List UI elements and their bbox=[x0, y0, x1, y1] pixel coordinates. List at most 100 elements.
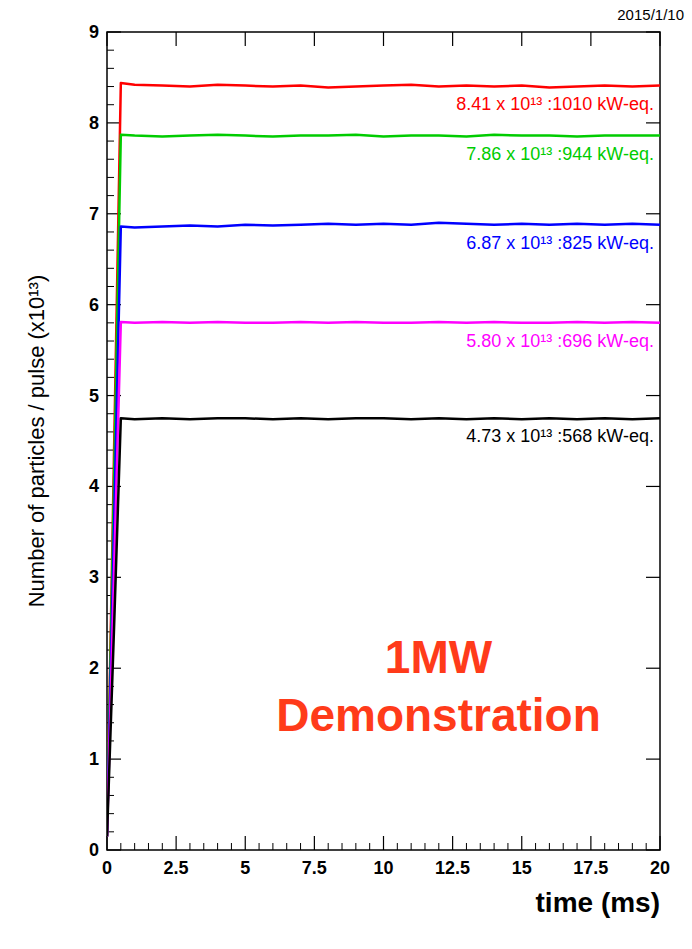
y-tick-label: 4 bbox=[89, 476, 99, 496]
x-minor-tick bbox=[120, 843, 121, 850]
series-line bbox=[107, 322, 660, 836]
x-tick-label: 0 bbox=[102, 858, 112, 878]
series-line bbox=[107, 135, 660, 837]
x-minor-tick bbox=[342, 843, 343, 850]
x-tick-top bbox=[521, 32, 522, 46]
x-minor-tick bbox=[577, 843, 578, 850]
x-tick-label: 12.5 bbox=[435, 858, 470, 878]
y-tick bbox=[107, 849, 121, 850]
x-minor-tick bbox=[286, 843, 287, 850]
date-stamp: 2015/1/10 bbox=[617, 6, 684, 23]
x-tick bbox=[245, 836, 246, 850]
x-tick bbox=[106, 836, 107, 850]
y-minor-tick bbox=[107, 286, 114, 287]
y-minor-tick bbox=[107, 231, 114, 232]
x-tick-label: 20 bbox=[650, 858, 670, 878]
y-tick-right bbox=[646, 31, 660, 32]
x-minor-tick bbox=[259, 843, 260, 850]
x-tick-top bbox=[314, 32, 315, 46]
y-minor-tick bbox=[107, 50, 114, 51]
series-label: 7.86 x 10¹³ :944 kW-eq. bbox=[466, 144, 654, 164]
x-minor-tick bbox=[535, 843, 536, 850]
y-tick-right bbox=[646, 849, 660, 850]
x-minor-tick bbox=[355, 843, 356, 850]
y-minor-tick bbox=[107, 68, 114, 69]
x-tick-label: 2.5 bbox=[164, 858, 189, 878]
x-tick bbox=[590, 836, 591, 850]
x-minor-tick bbox=[148, 843, 149, 850]
x-tick-label: 17.5 bbox=[573, 858, 608, 878]
y-tick-right bbox=[646, 577, 660, 578]
x-tick-label: 7.5 bbox=[302, 858, 327, 878]
x-tick-top bbox=[106, 32, 107, 46]
y-tick-label: 8 bbox=[89, 113, 99, 133]
y-tick-right bbox=[646, 304, 660, 305]
x-minor-tick bbox=[549, 843, 550, 850]
y-minor-tick bbox=[107, 377, 114, 378]
y-tick-label: 3 bbox=[89, 567, 99, 587]
x-minor-tick bbox=[494, 843, 495, 850]
x-minor-tick bbox=[632, 843, 633, 850]
x-minor-tick bbox=[203, 843, 204, 850]
x-minor-tick bbox=[424, 843, 425, 850]
x-tick-top bbox=[176, 32, 177, 46]
y-minor-tick bbox=[107, 322, 114, 323]
y-tick-label: 7 bbox=[89, 204, 99, 224]
series-line bbox=[107, 223, 660, 837]
series-label: 4.73 x 10¹³ :568 kW-eq. bbox=[466, 426, 654, 446]
y-minor-tick bbox=[107, 86, 114, 87]
y-tick-label: 9 bbox=[89, 22, 99, 42]
y-minor-tick bbox=[107, 104, 114, 105]
y-tick-label: 6 bbox=[89, 295, 99, 315]
y-minor-tick bbox=[107, 341, 114, 342]
y-minor-tick bbox=[107, 250, 114, 251]
series-label: 6.87 x 10¹³ :825 kW-eq. bbox=[466, 233, 654, 253]
y-tick-label: 0 bbox=[89, 840, 99, 860]
x-minor-tick bbox=[328, 843, 329, 850]
x-minor-tick bbox=[563, 843, 564, 850]
series-line bbox=[107, 418, 660, 836]
series-group bbox=[107, 83, 660, 836]
y-tick-right bbox=[646, 213, 660, 214]
y-minor-tick bbox=[107, 159, 114, 160]
y-tick-right bbox=[646, 668, 660, 669]
x-tick bbox=[659, 836, 660, 850]
x-minor-tick bbox=[162, 843, 163, 850]
series-label: 5.80 x 10¹³ :696 kW-eq. bbox=[466, 331, 654, 351]
y-tick-right bbox=[646, 395, 660, 396]
y-tick-label: 5 bbox=[89, 386, 99, 406]
y-minor-tick bbox=[107, 195, 114, 196]
x-minor-tick bbox=[397, 843, 398, 850]
x-tick-top bbox=[659, 32, 660, 46]
x-minor-tick bbox=[411, 843, 412, 850]
chart: 02.557.51012.51517.5200123456789Number o… bbox=[0, 0, 692, 949]
x-tick bbox=[452, 836, 453, 850]
y-axis-title: Number of particles / pulse (x10¹³) bbox=[24, 275, 49, 608]
y-minor-tick bbox=[107, 177, 114, 178]
x-tick-label: 10 bbox=[373, 858, 393, 878]
y-minor-tick bbox=[107, 141, 114, 142]
x-tick bbox=[176, 836, 177, 850]
y-tick-right bbox=[646, 486, 660, 487]
series-label: 8.41 x 10¹³ :1010 kW-eq. bbox=[456, 94, 654, 114]
y-minor-tick bbox=[107, 268, 114, 269]
plot-frame bbox=[107, 32, 660, 850]
x-tick bbox=[521, 836, 522, 850]
x-minor-tick bbox=[438, 843, 439, 850]
x-tick-label: 5 bbox=[240, 858, 250, 878]
y-tick-right bbox=[646, 759, 660, 760]
x-tick-top bbox=[383, 32, 384, 46]
x-minor-tick bbox=[646, 843, 647, 850]
x-tick-top bbox=[590, 32, 591, 46]
y-minor-tick bbox=[107, 431, 114, 432]
y-tick bbox=[107, 31, 121, 32]
x-minor-tick bbox=[300, 843, 301, 850]
y-minor-tick bbox=[107, 413, 114, 414]
x-minor-tick bbox=[217, 843, 218, 850]
x-minor-tick bbox=[369, 843, 370, 850]
x-minor-tick bbox=[134, 843, 135, 850]
x-minor-tick bbox=[466, 843, 467, 850]
x-tick bbox=[383, 836, 384, 850]
y-tick-label: 1 bbox=[89, 749, 99, 769]
x-tick-top bbox=[245, 32, 246, 46]
